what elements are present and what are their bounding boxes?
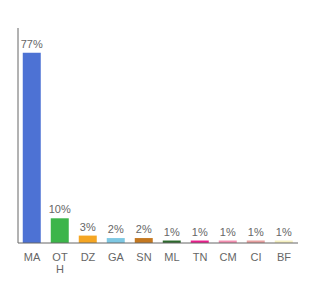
svg-text:77%: 77%: [21, 38, 43, 50]
svg-text:CI: CI: [251, 251, 262, 263]
svg-text:1%: 1%: [220, 226, 236, 238]
svg-text:3%: 3%: [80, 221, 96, 233]
svg-text:BF: BF: [277, 251, 291, 263]
svg-text:ML: ML: [164, 251, 179, 263]
svg-text:1%: 1%: [248, 226, 264, 238]
svg-text:1%: 1%: [276, 226, 292, 238]
svg-text:TN: TN: [193, 251, 208, 263]
svg-text:OTH: OTH: [52, 251, 68, 275]
svg-text:CM: CM: [219, 251, 236, 263]
svg-text:2%: 2%: [136, 223, 152, 235]
svg-text:1%: 1%: [192, 226, 208, 238]
svg-text:1%: 1%: [164, 226, 180, 238]
svg-text:SN: SN: [136, 251, 151, 263]
svg-text:MA: MA: [24, 251, 41, 263]
svg-text:GA: GA: [108, 251, 125, 263]
svg-text:2%: 2%: [108, 223, 124, 235]
svg-text:10%: 10%: [49, 203, 71, 215]
svg-text:DZ: DZ: [81, 251, 96, 263]
